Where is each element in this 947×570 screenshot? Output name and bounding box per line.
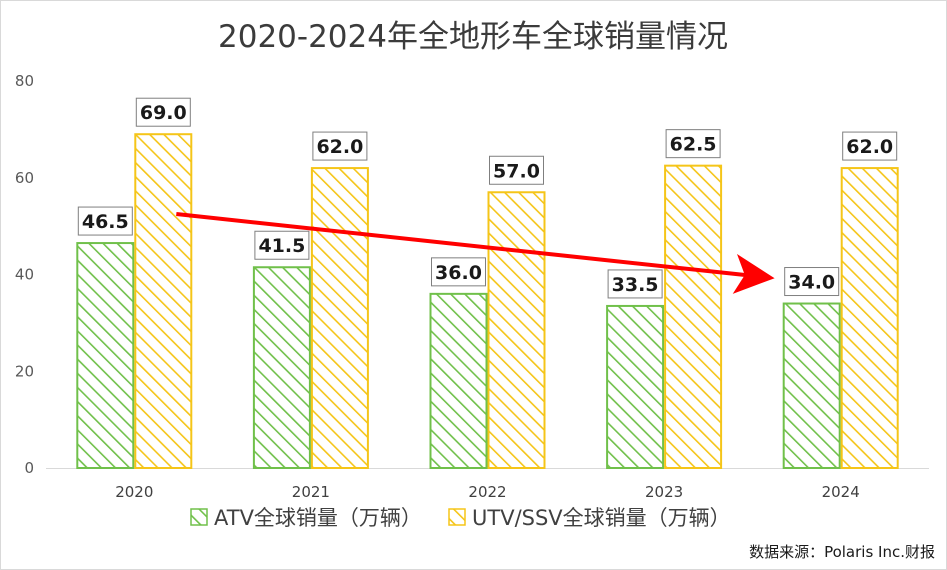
- data-label-box: [135, 97, 191, 127]
- x-tick-label: 2020: [115, 483, 153, 501]
- data-label: 36.0: [435, 262, 482, 284]
- legend-swatch: [448, 508, 466, 526]
- data-label-box: [665, 129, 721, 159]
- legend: ATV全球销量（万辆） UTV/SSV全球销量（万辆）: [190, 506, 731, 530]
- data-label-box: [312, 131, 368, 161]
- data-label: 34.0: [788, 272, 835, 294]
- x-tick-label: 2023: [645, 483, 683, 501]
- bars: [76, 133, 899, 469]
- data-label: 46.5: [82, 211, 129, 233]
- bar-utv-2020: [134, 133, 193, 469]
- y-tick-label: 80: [15, 72, 34, 90]
- x-tick-label: 2024: [822, 483, 860, 501]
- data-label: 57.0: [493, 160, 540, 182]
- data-label-box: [489, 155, 544, 185]
- bar-utv-2024: [840, 167, 899, 469]
- y-tick-label: 20: [15, 362, 34, 380]
- bar-atv-2024: [782, 302, 841, 469]
- chart-title: 2020-2024年全地形车全球销量情况: [218, 19, 728, 55]
- source-note: 数据来源：Polaris Inc.财报: [749, 543, 935, 561]
- data-label: 62.0: [846, 136, 893, 158]
- data-label: 69.0: [140, 102, 187, 124]
- x-tick-label: 2022: [468, 483, 506, 501]
- y-tick-label: 60: [15, 169, 34, 187]
- bar-utv-2021: [310, 167, 369, 469]
- y-axis-ticks: 0 20 40 60 80: [15, 72, 34, 477]
- bar-utv-2022: [487, 191, 546, 469]
- trend-arrow: [176, 212, 775, 294]
- data-label-box: [842, 131, 898, 161]
- bar-atv-2022: [429, 292, 488, 469]
- data-label: 33.5: [612, 274, 659, 296]
- x-tick-label: 2021: [292, 483, 330, 501]
- data-label: 62.0: [316, 136, 363, 158]
- bar-atv-2023: [606, 304, 665, 469]
- data-label-box: [431, 257, 486, 287]
- y-tick-label: 40: [15, 266, 34, 284]
- legend-swatch: [190, 508, 208, 526]
- bar-utv-2023: [664, 164, 723, 469]
- data-label-box: [784, 267, 840, 297]
- bar-atv-2020: [76, 242, 135, 469]
- data-label-box: [607, 269, 663, 299]
- trend-annotation: [176, 212, 775, 294]
- data-label-box: [77, 206, 133, 236]
- legend-label: ATV全球销量（万辆）: [214, 506, 422, 530]
- data-labels: 46.5 69.0 41.5 62.0 36.0 57.0 33.5 62.5 34.0 62.0: [77, 97, 898, 299]
- data-label: 62.5: [670, 134, 717, 156]
- y-tick-label: 0: [24, 459, 34, 477]
- x-axis-ticks: 2020 2021 2022 2023 2024: [115, 483, 860, 501]
- data-label: 41.5: [258, 235, 305, 257]
- bar-atv-2021: [252, 266, 311, 469]
- legend-label: UTV/SSV全球销量（万辆）: [472, 506, 731, 530]
- data-label-box: [254, 230, 310, 260]
